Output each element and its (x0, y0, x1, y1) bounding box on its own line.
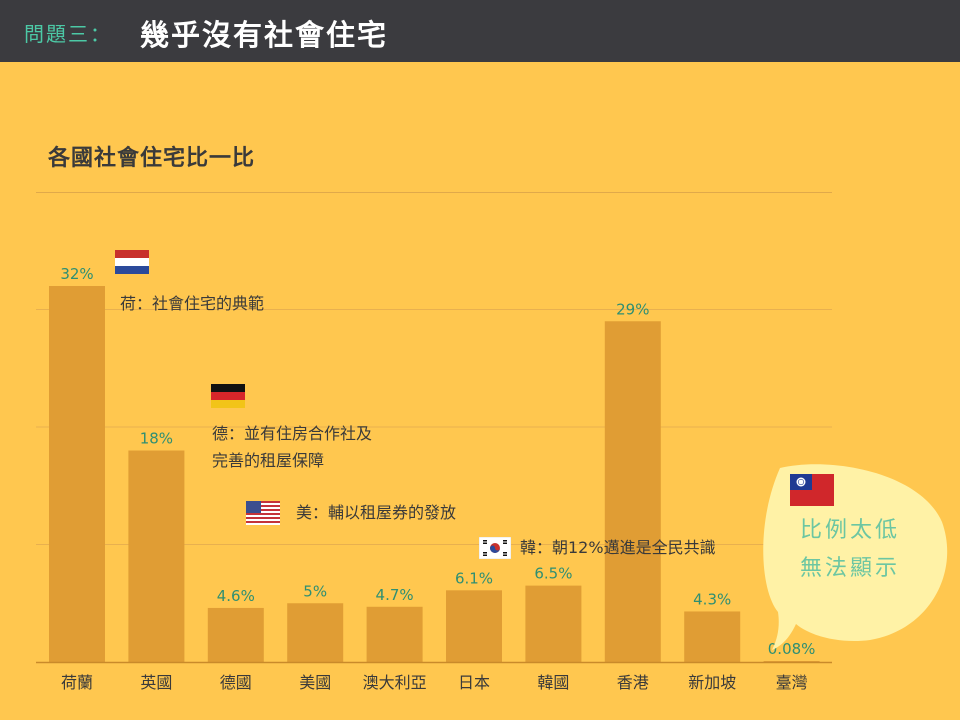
bar-5 (366, 606, 423, 662)
chart-title: 各國社會住宅比一比 (48, 146, 256, 171)
netherlands-note: 荷：社會住宅的典範 (120, 294, 265, 313)
usa-flag-icon (246, 501, 280, 525)
category-label: 荷蘭 (61, 673, 93, 692)
page-title: 幾乎沒有社會住宅 (140, 18, 389, 52)
top-divider (36, 192, 832, 193)
bar-7 (525, 585, 582, 662)
bar-6 (446, 590, 502, 662)
taiwan-bubble-text: 比例太低 無法顯示 (800, 512, 900, 588)
bubble-line-2: 無法顯示 (800, 556, 901, 581)
category-label: 韓國 (537, 673, 569, 692)
bar-4 (287, 603, 344, 662)
question-label: 問題三： (24, 22, 112, 46)
category-label: 新加坡 (688, 673, 736, 692)
bar-2 (128, 450, 185, 662)
category-label: 澳大利亞 (363, 673, 427, 692)
bar-9 (684, 611, 741, 662)
data-label: 18% (140, 430, 173, 448)
category-label: 英國 (140, 673, 172, 692)
korea-note: 韓：朝12%邁進是全民共識 (520, 538, 716, 557)
data-label: 29% (616, 300, 649, 318)
category-label: 美國 (299, 673, 331, 692)
header-bar: 問題三： 幾乎沒有社會住宅 (0, 0, 960, 62)
category-label: 德國 (220, 673, 252, 692)
germany-note: 德：並有住房合作社及 完善的租屋保障 (212, 420, 372, 474)
data-label: 6.1% (455, 569, 493, 587)
bar-1 (49, 286, 105, 662)
data-label: 32% (60, 265, 93, 283)
category-label: 日本 (458, 673, 490, 692)
data-label: 6.5% (534, 565, 572, 583)
germany-flag-icon (211, 384, 245, 408)
netherlands-flag-icon (115, 250, 149, 274)
data-label: 5% (303, 582, 327, 600)
bar-10 (763, 661, 820, 662)
category-label: 香港 (617, 673, 649, 692)
bar-3 (207, 607, 264, 662)
bar-8 (604, 321, 661, 662)
data-label: 4.7% (376, 586, 414, 604)
germany-note-line-2: 完善的租屋保障 (212, 451, 325, 470)
taiwan-flag-icon (790, 474, 834, 506)
data-label: 4.6% (217, 587, 255, 605)
usa-note: 美：輔以租屋券的發放 (296, 503, 457, 522)
category-label: 臺灣 (776, 673, 808, 692)
data-label: 4.3% (693, 590, 731, 608)
taiwan-speech-bubble (763, 464, 948, 650)
bubble-line-1: 比例太低 (800, 518, 901, 543)
germany-note-line-1: 德：並有住房合作社及 (212, 424, 373, 443)
korea-flag-icon (479, 537, 511, 559)
